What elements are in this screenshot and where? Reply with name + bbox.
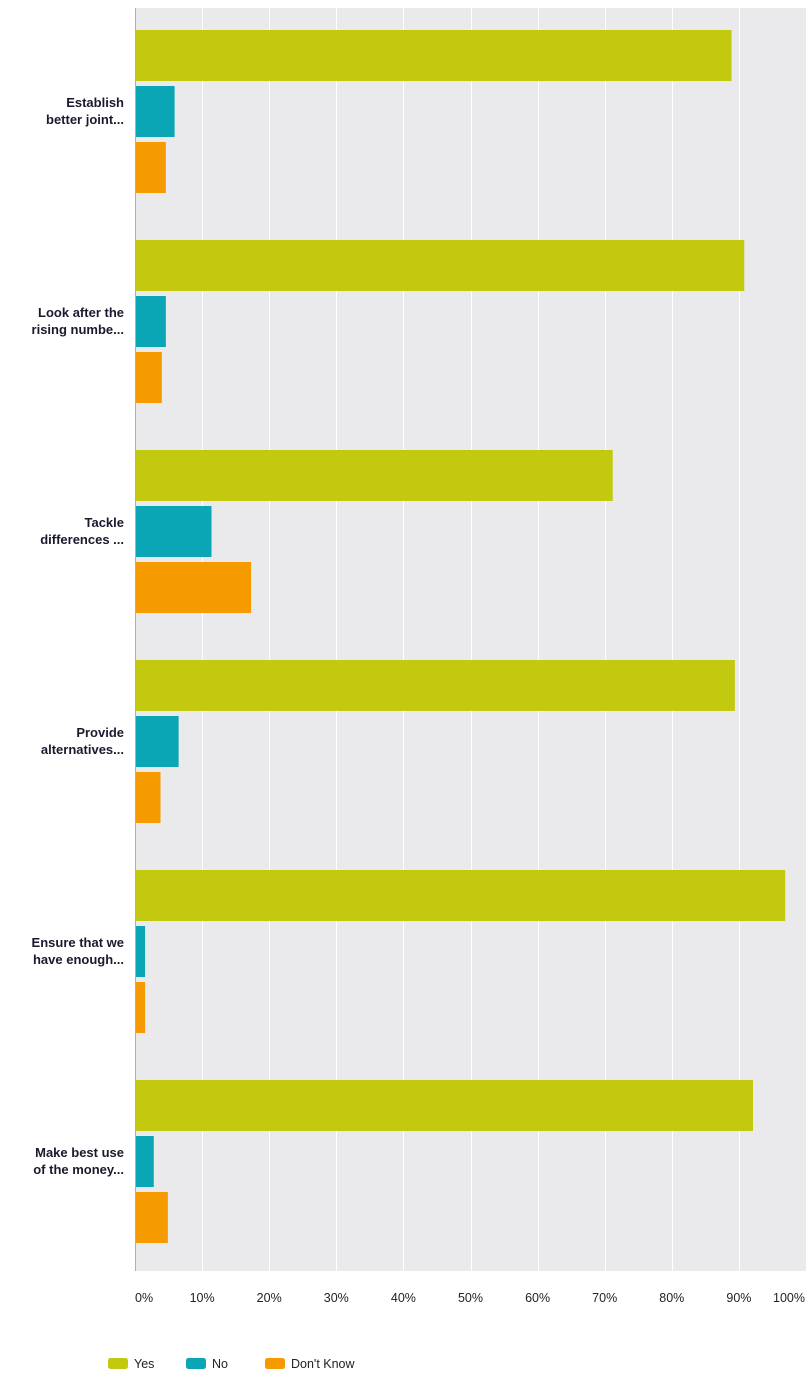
category-label: Tackle differences ... — [40, 515, 124, 547]
bar-no — [136, 1136, 154, 1187]
legend-label-yes: Yes — [134, 1357, 154, 1371]
x-tick-label: 60% — [525, 1291, 550, 1305]
bar-yes — [136, 30, 732, 81]
x-tick-label: 100% — [773, 1291, 805, 1305]
bar-no — [136, 926, 146, 977]
category-label: Establish better joint... — [46, 95, 124, 127]
bar-no — [136, 506, 212, 557]
bar-no — [136, 716, 179, 767]
category-label: Look after the rising numbe... — [32, 305, 124, 337]
bars — [136, 30, 786, 1243]
bar-don-t-know — [136, 1192, 168, 1243]
x-tick-label: 70% — [592, 1291, 617, 1305]
bar-yes — [136, 240, 745, 291]
gridlines — [202, 8, 740, 1271]
x-tick-label: 40% — [391, 1291, 416, 1305]
bar-don-t-know — [136, 562, 252, 613]
category-label: Ensure that we have enough... — [32, 935, 124, 967]
bar-yes — [136, 1080, 753, 1131]
x-tick-label: 10% — [190, 1291, 215, 1305]
bar-don-t-know — [136, 142, 166, 193]
x-axis-tick-labels: 0% 10% 20% 30% 40% 50% 60% 70% 80% 90% 100% — [135, 1291, 805, 1305]
x-tick-label: 90% — [726, 1291, 751, 1305]
category-labels: Establish better joint... Look after the ri… — [32, 95, 125, 1177]
bar-don-t-know — [136, 982, 146, 1033]
plot-area — [135, 8, 806, 1271]
bar-don-t-know — [136, 772, 161, 823]
legend-swatch-yes — [108, 1358, 128, 1369]
bar-don-t-know — [136, 352, 162, 403]
bar-yes — [136, 660, 735, 711]
x-tick-label: 0% — [135, 1291, 153, 1305]
legend-label-no: No — [212, 1357, 228, 1371]
legend-swatch-no — [186, 1358, 206, 1369]
legend-label-don-t-know: Don't Know — [291, 1357, 356, 1371]
x-tick-label: 80% — [659, 1291, 684, 1305]
bar-no — [136, 86, 175, 137]
bar-no — [136, 296, 166, 347]
bar-yes — [136, 870, 786, 921]
x-tick-label: 20% — [257, 1291, 282, 1305]
x-tick-label: 50% — [458, 1291, 483, 1305]
category-label: Provide alternatives... — [41, 725, 124, 757]
x-tick-label: 30% — [324, 1291, 349, 1305]
category-label: Make best use of the money... — [33, 1145, 124, 1177]
legend-swatch-don-t-know — [265, 1358, 285, 1369]
bar-yes — [136, 450, 613, 501]
legend: Yes No Don't Know — [108, 1357, 356, 1371]
